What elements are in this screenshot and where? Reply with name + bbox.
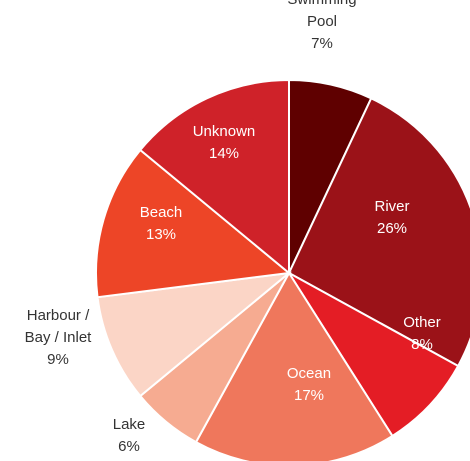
slice-label: Lake	[113, 416, 146, 433]
slice-label-group: Unknown 14%	[193, 123, 256, 162]
slice-label-group: Swimming Pool 7%	[287, 0, 356, 52]
slice-label-group: Ocean 17%	[287, 365, 331, 404]
slice-label: River	[374, 198, 409, 215]
slice-label-group: Beach 13%	[140, 204, 183, 243]
slice-value: 13%	[146, 226, 176, 243]
slice-value: 6%	[118, 438, 140, 455]
pie-slices	[95, 78, 470, 461]
slice-value: 17%	[294, 387, 324, 404]
slice-value: 8%	[411, 336, 433, 353]
pie-slice-river	[287, 97, 470, 368]
slice-label: Pool	[307, 13, 337, 30]
slice-label: Ocean	[287, 365, 331, 382]
slice-value: 26%	[377, 220, 407, 237]
pie-slice-other	[288, 272, 460, 438]
slice-label-group: Other 8%	[403, 314, 441, 353]
pie-slice-harbour-bay-inlet	[96, 271, 293, 398]
slice-label-group: River 26%	[374, 198, 409, 237]
pie-slice-ocean	[194, 271, 394, 461]
slice-label: Bay / Inlet	[25, 329, 93, 346]
slice-value: 14%	[209, 145, 239, 162]
slice-label-group: Lake 6%	[113, 416, 146, 455]
pie-slice-beach	[95, 148, 292, 299]
pie-slice-unknown	[138, 78, 290, 276]
slice-label-group: Harbour / Bay / Inlet 9%	[25, 307, 93, 368]
slice-label: Beach	[140, 204, 183, 221]
slice-label: Other	[403, 314, 441, 331]
slice-label: Unknown	[193, 123, 256, 140]
slice-label: Swimming	[287, 0, 356, 8]
pie-labels: Swimming Pool 7% River 26% Other 8% Ocean 17% Lak…	[25, 0, 441, 455]
slice-value: 9%	[47, 351, 69, 368]
slice-value: 7%	[311, 35, 333, 52]
slice-label: Harbour /	[27, 307, 90, 324]
